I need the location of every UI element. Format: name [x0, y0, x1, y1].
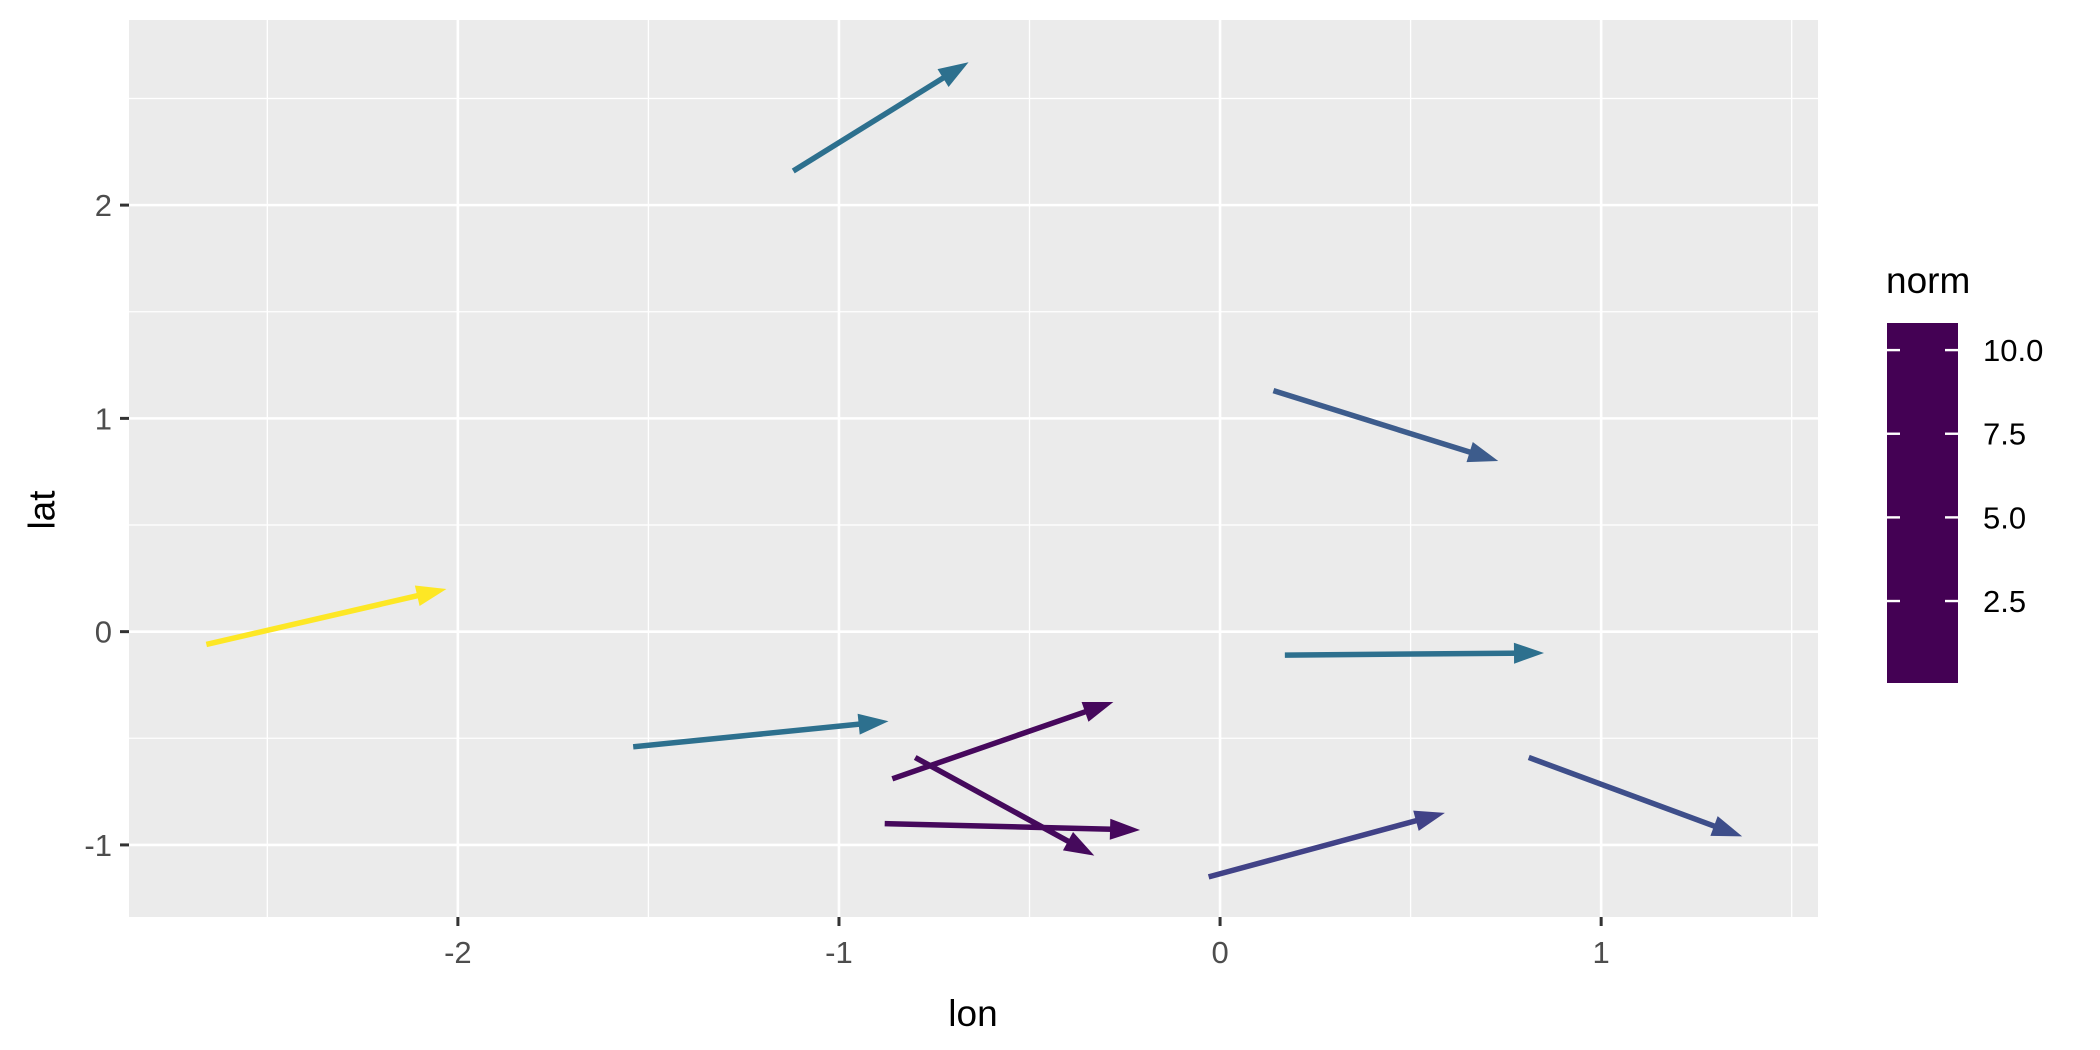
legend-title: norm — [1886, 260, 1971, 301]
quiver-arrow-head — [1413, 810, 1445, 831]
quiver-arrow-head — [414, 585, 447, 606]
legend-tick-label: 10.0 — [1983, 333, 2043, 368]
legend-colorbar — [1887, 323, 1958, 683]
x-tick-label: -1 — [825, 935, 853, 970]
y-tick-label: 0 — [95, 615, 112, 650]
plot-panel — [129, 20, 1818, 917]
quiver-arrow-shaft — [884, 820, 1123, 833]
x-tick-label: 0 — [1211, 935, 1228, 970]
y-tick-label: -1 — [84, 828, 112, 863]
quiver-arrow-shaft — [632, 720, 871, 750]
legend-tick-label: 7.5 — [1983, 417, 2026, 452]
quiver-arrow-head — [937, 62, 969, 87]
quiver-arrow-head — [1109, 818, 1141, 840]
legend-tick-label: 2.5 — [1983, 584, 2026, 619]
quiver-arrow-shaft — [791, 69, 955, 174]
quiver-arrow-head — [1466, 442, 1499, 463]
quiver-arrow-shaft — [205, 590, 430, 648]
quiver-arrow-head — [1513, 642, 1544, 664]
quiver-arrow-shaft — [1527, 754, 1727, 833]
quiver-arrow-shaft — [891, 705, 1098, 782]
y-tick-label: 2 — [95, 188, 112, 223]
quiver-arrow-head — [1710, 816, 1743, 837]
quiver-arrow-shaft — [1207, 814, 1429, 880]
quiver-arrow-shaft — [1272, 388, 1482, 459]
quiver-arrow-shaft — [1284, 650, 1527, 658]
y-tick-label: 1 — [95, 401, 112, 436]
x-tick-label: -2 — [444, 935, 472, 970]
quiver-arrow-head — [1081, 701, 1114, 722]
legend-tick-label: 5.0 — [1983, 500, 2026, 535]
x-tick-label: 1 — [1593, 935, 1610, 970]
quiver-arrow-head — [857, 713, 889, 735]
quiver-arrow-shaft — [913, 755, 1080, 850]
x-axis-title: lon — [948, 993, 998, 1034]
y-axis-title: lat — [21, 490, 63, 530]
quiver-arrow-head — [1062, 831, 1095, 856]
